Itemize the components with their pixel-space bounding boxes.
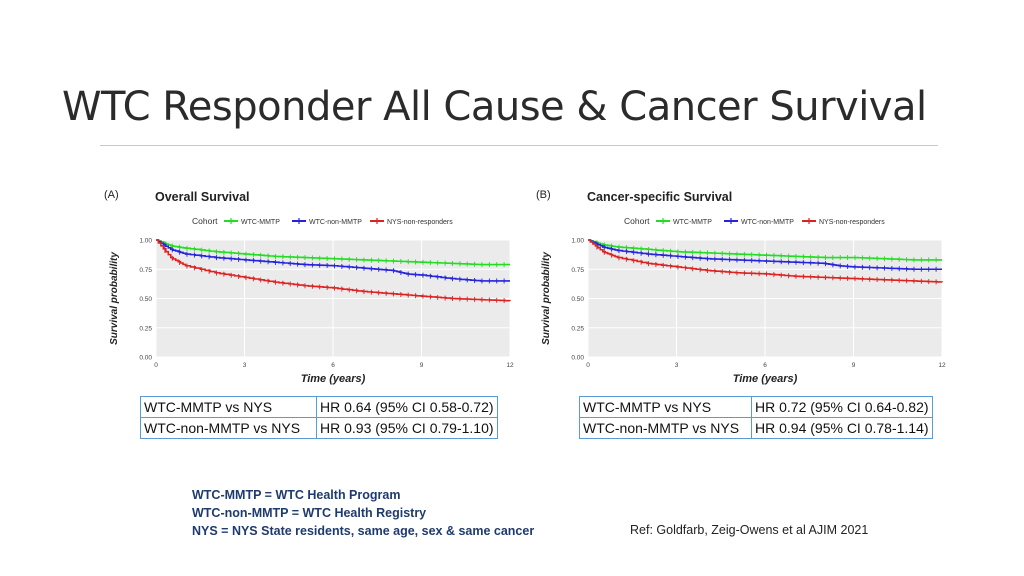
table-row: WTC-non-MMTP vs NYS HR 0.94 (95% CI 0.78… [579,417,933,439]
y-tick-label: 0.75 [139,267,152,274]
y-tick-label: 0.50 [571,296,584,303]
overall-survival-svg: (A) Overall Survival Cohort WTC-MMTP WTC-non… [104,189,514,385]
panel-label: (B) [536,189,551,201]
y-tick-label: 0.25 [571,325,584,332]
legend-label: NYS-non-responders [819,219,885,226]
y-tick-label: 1.00 [139,238,152,245]
table-row: WTC-MMTP vs NYS HR 0.64 (95% CI 0.58-0.7… [140,396,498,418]
chart-title: Overall Survival [155,190,250,204]
hr-comparison: WTC-MMTP vs NYS [579,396,752,418]
x-axis-title: Time (years) [733,373,798,385]
x-tick-label: 0 [586,362,590,369]
hr-value: HR 0.93 (95% CI 0.79-1.10) [316,417,498,439]
y-tick-label: 1.00 [571,238,584,245]
hr-comparison: WTC-non-MMTP vs NYS [140,417,317,439]
x-tick-label: 9 [852,362,856,369]
series-line [156,239,510,282]
definition-line: NYS = NYS State residents, same age, sex… [192,524,535,538]
cohort-definitions: WTC-MMTP = WTC Health Program WTC-non-MM… [192,486,534,540]
title-divider [100,145,938,146]
cancer-survival-hr-table: WTC-MMTP vs NYS HR 0.72 (95% CI 0.64-0.8… [579,396,933,439]
y-axis-title: Survival probability [541,252,552,345]
hr-value: HR 0.94 (95% CI 0.78-1.14) [751,417,933,439]
legend-label: NYS-non-responders [387,219,453,226]
definition-line: WTC-MMTP = WTC Health Program [192,488,401,502]
x-tick-label: 3 [675,362,679,369]
y-tick-label: 0.50 [139,296,152,303]
y-tick-label: 0.00 [571,355,584,362]
x-tick-label: 3 [243,362,247,369]
overall-survival-chart: (A) Overall Survival Cohort WTC-MMTP WTC-non… [100,180,520,395]
cancer-survival-chart: (B) Cancer-specific Survival Cohort WTC-MMT… [532,180,952,395]
x-tick-label: 12 [938,362,946,369]
definition-line: WTC-non-MMTP = WTC Health Registry [192,506,427,520]
hr-comparison: WTC-non-MMTP vs NYS [579,417,752,439]
x-tick-label: 0 [154,362,158,369]
y-axis-title: Survival probability [109,252,120,345]
series-line [588,239,942,271]
legend-label: WTC-non-MMTP [741,219,794,226]
series-line [588,239,942,261]
hr-value: HR 0.64 (95% CI 0.58-0.72) [316,396,498,418]
legend-title: Cohort [624,216,650,226]
series-line [588,239,943,283]
overall-survival-hr-table: WTC-MMTP vs NYS HR 0.64 (95% CI 0.58-0.7… [140,396,498,439]
table-row: WTC-MMTP vs NYS HR 0.72 (95% CI 0.64-0.8… [579,396,933,418]
legend-label: WTC-MMTP [241,219,280,226]
x-tick-label: 12 [506,362,514,369]
table-row: WTC-non-MMTP vs NYS HR 0.93 (95% CI 0.79… [140,417,498,439]
y-tick-label: 0.00 [139,355,152,362]
slide-title: WTC Responder All Cause & Cancer Surviva… [62,84,927,130]
legend-label: WTC-non-MMTP [309,219,362,226]
x-tick-label: 6 [331,362,335,369]
reference-citation: Ref: Goldfarb, Zeig-Owens et al AJIM 202… [630,523,869,537]
series-line [156,239,510,266]
chart-title: Cancer-specific Survival [587,190,732,204]
y-tick-label: 0.25 [139,325,152,332]
panel-label: (A) [104,189,119,201]
series-line [156,239,511,302]
y-tick-label: 0.75 [571,267,584,274]
x-axis-title: Time (years) [301,373,366,385]
legend-title: Cohort [192,216,218,226]
legend-label: WTC-MMTP [673,219,712,226]
x-tick-label: 6 [763,362,767,369]
x-tick-label: 9 [420,362,424,369]
cancer-survival-svg: (B) Cancer-specific Survival Cohort WTC-MMT… [536,189,946,385]
hr-comparison: WTC-MMTP vs NYS [140,396,317,418]
hr-value: HR 0.72 (95% CI 0.64-0.82) [751,396,933,418]
